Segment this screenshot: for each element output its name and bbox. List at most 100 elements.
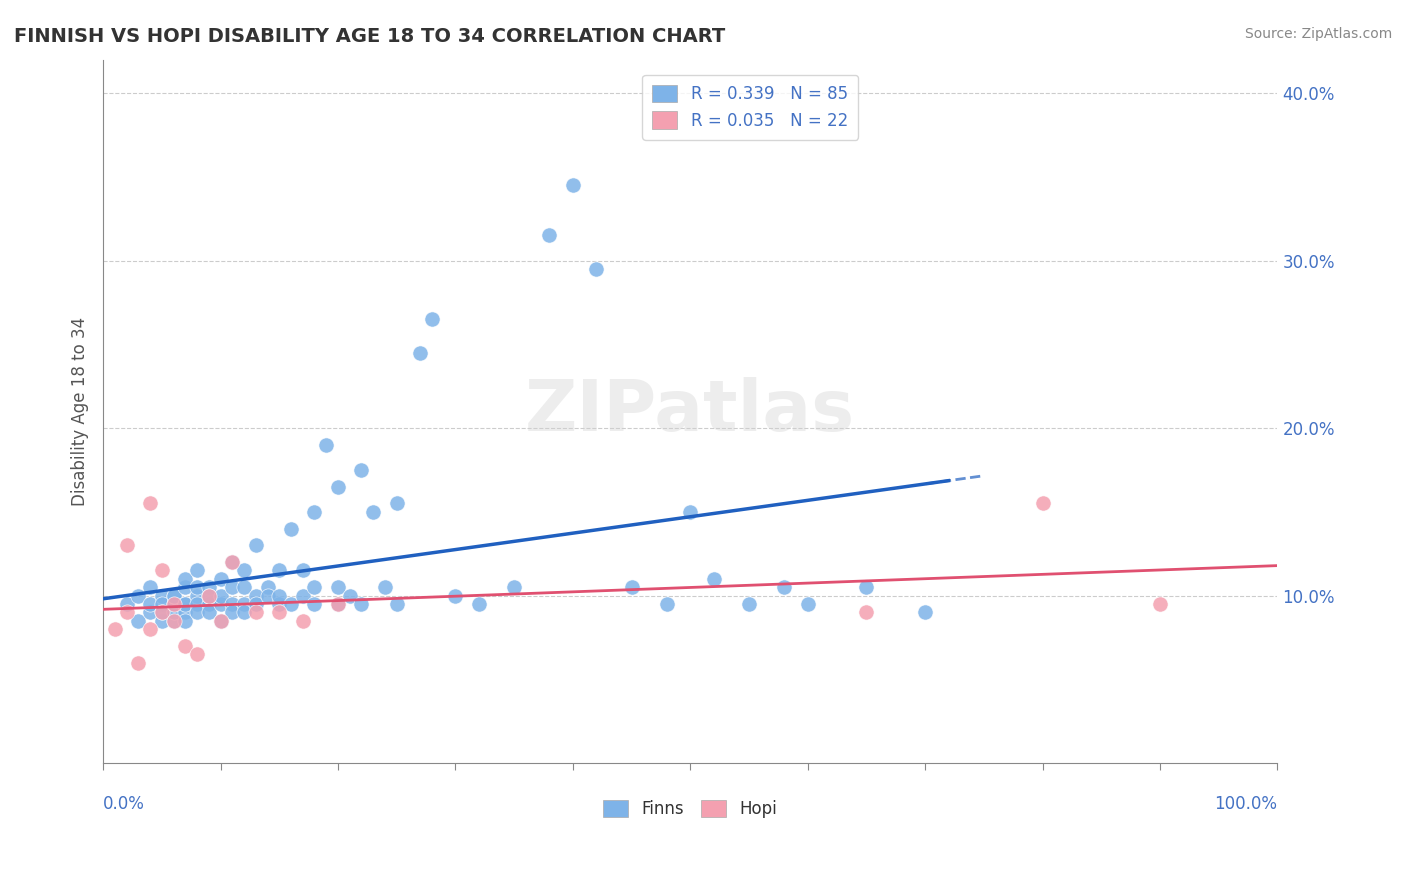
Point: [162, 614, 184, 628]
Point: [339, 589, 361, 603]
Point: [326, 580, 349, 594]
Point: [538, 228, 561, 243]
Text: FINNISH VS HOPI DISABILITY AGE 18 TO 34 CORRELATION CHART: FINNISH VS HOPI DISABILITY AGE 18 TO 34 …: [14, 27, 725, 45]
Point: [233, 564, 256, 578]
Point: [209, 614, 232, 628]
Point: [139, 496, 162, 510]
Point: [174, 606, 197, 620]
Point: [186, 606, 208, 620]
Point: [738, 597, 761, 611]
Point: [221, 555, 243, 569]
Point: [127, 614, 149, 628]
Point: [420, 312, 443, 326]
Point: [269, 606, 291, 620]
Point: [139, 606, 162, 620]
Point: [115, 606, 138, 620]
Point: [503, 580, 526, 594]
Point: [655, 597, 678, 611]
Point: [361, 505, 384, 519]
Point: [385, 496, 408, 510]
Point: [291, 564, 314, 578]
Point: [326, 480, 349, 494]
Point: [385, 597, 408, 611]
Point: [233, 580, 256, 594]
Point: [350, 463, 373, 477]
Point: [198, 589, 221, 603]
Point: [620, 580, 643, 594]
Point: [150, 606, 173, 620]
Point: [174, 597, 197, 611]
Point: [162, 597, 184, 611]
Point: [186, 589, 208, 603]
Point: [127, 589, 149, 603]
Point: [186, 564, 208, 578]
Point: [174, 614, 197, 628]
Point: [304, 597, 326, 611]
Point: [162, 614, 184, 628]
Point: [209, 614, 232, 628]
Point: [855, 580, 877, 594]
Point: [174, 572, 197, 586]
Point: [174, 597, 197, 611]
Point: [291, 614, 314, 628]
Text: 100.0%: 100.0%: [1215, 795, 1278, 813]
Point: [162, 589, 184, 603]
Point: [221, 555, 243, 569]
Point: [444, 589, 467, 603]
Point: [150, 614, 173, 628]
Point: [374, 580, 396, 594]
Point: [139, 597, 162, 611]
Point: [245, 589, 267, 603]
Point: [256, 589, 278, 603]
Point: [291, 589, 314, 603]
Point: [796, 597, 818, 611]
Point: [186, 597, 208, 611]
Text: Source: ZipAtlas.com: Source: ZipAtlas.com: [1244, 27, 1392, 41]
Point: [115, 597, 138, 611]
Point: [198, 589, 221, 603]
Point: [198, 580, 221, 594]
Point: [1149, 597, 1171, 611]
Point: [269, 589, 291, 603]
Point: [773, 580, 796, 594]
Point: [150, 589, 173, 603]
Point: [221, 606, 243, 620]
Point: [127, 656, 149, 670]
Point: [174, 639, 197, 653]
Legend: Finns, Hopi: Finns, Hopi: [596, 794, 783, 825]
Point: [104, 622, 127, 636]
Point: [269, 564, 291, 578]
Point: [115, 538, 138, 552]
Point: [561, 178, 583, 193]
Point: [150, 564, 173, 578]
Point: [326, 597, 349, 611]
Point: [221, 580, 243, 594]
Point: [245, 597, 267, 611]
Point: [162, 597, 184, 611]
Point: [139, 580, 162, 594]
Point: [350, 597, 373, 611]
Point: [174, 580, 197, 594]
Point: [186, 647, 208, 661]
Text: 0.0%: 0.0%: [103, 795, 145, 813]
Point: [198, 597, 221, 611]
Point: [162, 589, 184, 603]
Point: [280, 597, 302, 611]
Point: [256, 580, 278, 594]
Point: [585, 262, 607, 277]
Point: [409, 345, 432, 359]
Point: [304, 505, 326, 519]
Point: [304, 580, 326, 594]
Point: [468, 597, 491, 611]
Point: [186, 580, 208, 594]
Point: [209, 572, 232, 586]
Point: [1031, 496, 1053, 510]
Point: [233, 597, 256, 611]
Point: [221, 597, 243, 611]
Point: [233, 606, 256, 620]
Point: [150, 606, 173, 620]
Point: [150, 597, 173, 611]
Point: [198, 606, 221, 620]
Text: ZIPatlas: ZIPatlas: [526, 376, 855, 446]
Point: [162, 606, 184, 620]
